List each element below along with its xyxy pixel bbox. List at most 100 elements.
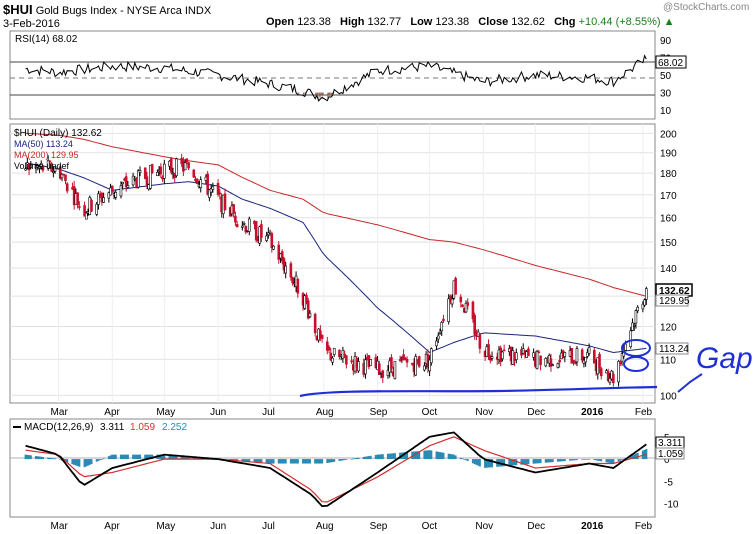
macd-histogram-bar	[109, 455, 112, 460]
price-candle	[65, 183, 69, 192]
macd-histogram-bar	[461, 458, 464, 460]
macd-histogram-bar	[549, 459, 552, 463]
month-label: Jul	[262, 407, 275, 418]
macd-histogram-bar	[520, 459, 523, 465]
price-legend-title: $HUI (Daily) 132.62	[14, 128, 102, 139]
price-candle	[357, 361, 360, 372]
macd-histogram-bar	[607, 459, 610, 463]
month-label: May	[156, 521, 175, 532]
price-candle	[438, 332, 442, 335]
macd-histogram-bar	[291, 459, 294, 464]
macd-histogram-bar	[447, 453, 450, 460]
month-label: Dec	[527, 521, 545, 532]
macd-histogram-bar	[277, 459, 280, 464]
macd-histogram-bar	[352, 458, 355, 460]
macd-histogram-bar	[466, 459, 469, 461]
macd-histogram-bar	[40, 456, 43, 460]
price-candle	[208, 189, 211, 198]
macd-histogram-bar	[173, 455, 176, 460]
month-label: Aug	[316, 407, 334, 418]
hist-legend-value: 2.252	[162, 422, 187, 433]
macd-histogram-bar	[319, 459, 322, 464]
macd-histogram-bar	[180, 456, 183, 460]
price-candle	[64, 174, 67, 181]
macd-histogram-bar	[439, 452, 441, 460]
macd-histogram-bar	[175, 455, 178, 460]
macd-histogram-bar	[230, 459, 233, 461]
price-candle	[535, 351, 539, 369]
price-candle	[454, 277, 457, 295]
macd-legend-value: 3.311	[100, 422, 125, 433]
price-candle	[232, 204, 235, 214]
macd-histogram-bar	[582, 459, 585, 460]
price-candle	[466, 302, 470, 306]
macd-histogram-bar	[617, 459, 620, 462]
macd-histogram-bar	[293, 459, 296, 464]
macd-histogram-bar	[612, 459, 615, 464]
price-candle	[187, 162, 190, 169]
price-candle	[527, 348, 530, 357]
price-candle	[350, 360, 353, 363]
month-label: Jul	[262, 521, 275, 532]
price-candle	[280, 251, 284, 262]
macd-histogram-bar	[364, 456, 367, 460]
macd-histogram-bar	[425, 450, 428, 460]
price-candle	[632, 324, 636, 327]
price-candle	[137, 170, 140, 188]
price-candle	[260, 224, 263, 238]
price-candle	[110, 185, 114, 192]
price-candle	[619, 362, 622, 364]
macd-histogram-bar	[340, 459, 343, 461]
price-candle	[338, 349, 341, 357]
macd-histogram-bar	[48, 457, 51, 460]
macd-histogram-bar	[341, 459, 344, 461]
macd-histogram-bar	[562, 459, 565, 462]
macd-histogram-bar	[465, 459, 468, 461]
price-candle	[319, 330, 322, 339]
price-candle	[471, 301, 475, 320]
macd-histogram-bar	[570, 459, 573, 461]
macd-histogram-bar	[423, 450, 426, 460]
macd-histogram-bar	[50, 458, 53, 460]
macd-histogram-bar	[111, 454, 114, 460]
price-candle	[393, 361, 397, 379]
price-candle	[308, 312, 312, 318]
price-candle	[90, 199, 93, 212]
price-candle	[573, 361, 577, 364]
macd-histogram-bar	[357, 457, 360, 460]
macd-histogram-bar	[182, 456, 185, 460]
macd-histogram-bar	[83, 459, 86, 468]
price-candle	[612, 373, 615, 384]
month-axis-price: Mar Apr May Jun Jul Aug Sep Oct Nov Dec 2016 Feb	[51, 407, 653, 418]
price-candle	[478, 334, 482, 349]
macd-histogram-bar	[279, 459, 282, 464]
macd-histogram-bar	[308, 459, 311, 464]
macd-histogram-bar	[284, 459, 287, 464]
macd-histogram-bar	[256, 459, 259, 463]
macd-histogram-bar	[402, 452, 405, 460]
macd-histogram-bar	[511, 459, 514, 466]
macd-histogram-bar	[621, 459, 624, 460]
price-candle	[329, 352, 333, 361]
price-tick-label: 100	[660, 391, 677, 402]
macd-histogram-bar	[354, 458, 357, 460]
price-candle	[131, 175, 135, 186]
month-label: Apr	[104, 407, 120, 418]
macd-histogram-bar	[145, 454, 148, 460]
macd-histogram-bar	[36, 456, 39, 460]
macd-histogram-bar	[113, 454, 116, 460]
price-candle	[428, 359, 431, 372]
macd-histogram-bar	[634, 453, 637, 460]
price-candle	[501, 351, 504, 360]
rsi-panel	[9, 30, 656, 120]
macd-histogram-bar	[102, 458, 105, 460]
price-candle	[320, 334, 324, 339]
macd-histogram-bar	[560, 459, 563, 462]
price-candle	[584, 357, 587, 363]
price-candle	[156, 171, 159, 177]
month-label: Mar	[51, 521, 69, 532]
price-candle	[169, 158, 173, 173]
macd-histogram-bar	[302, 459, 305, 464]
signal-legend-value: 1.059	[130, 422, 155, 433]
